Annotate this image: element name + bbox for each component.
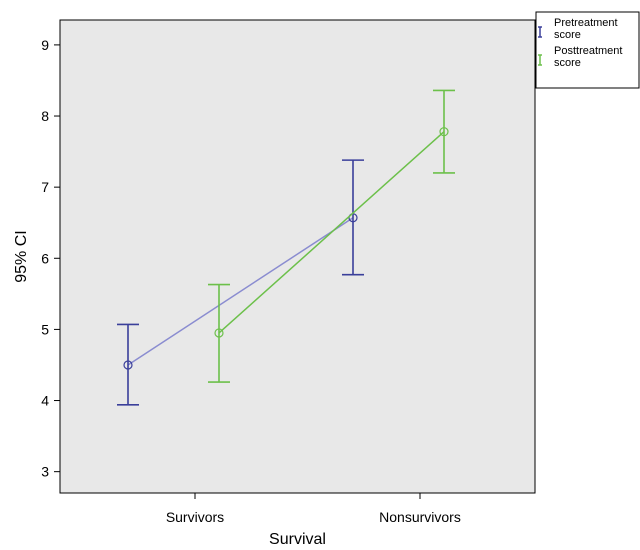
legend-label: Posttreatment score xyxy=(554,45,622,69)
x-axis-ticks: Survivors Nonsurvivors xyxy=(166,493,461,525)
series-line xyxy=(127,217,354,366)
y-tick-label: 4 xyxy=(41,393,49,409)
legend-box xyxy=(535,11,640,89)
series-line xyxy=(218,131,445,334)
series-2 xyxy=(208,89,455,383)
mean-marker xyxy=(214,328,224,338)
y-tick-label: 3 xyxy=(41,464,49,480)
legend-label: Pretreatment score xyxy=(554,17,618,41)
y-tick-label: 5 xyxy=(41,321,49,337)
y-tick-label: 8 xyxy=(41,108,49,124)
y-tick-label: 6 xyxy=(41,250,49,266)
y-tick-label: 9 xyxy=(41,37,49,53)
x-tick-label: Survivors xyxy=(166,509,224,525)
mean-marker xyxy=(123,360,133,370)
legend: Pretreatment score Posttreatment score xyxy=(535,11,640,89)
series-layer xyxy=(117,89,455,406)
plot-area xyxy=(59,19,536,494)
x-tick-label: Nonsurvivors xyxy=(379,509,461,525)
series-1 xyxy=(117,159,364,406)
y-axis-title: 95% CI xyxy=(13,230,30,282)
y-tick-label: 7 xyxy=(41,179,49,195)
x-axis-title: Survival xyxy=(269,531,326,548)
mean-marker xyxy=(439,127,449,137)
y-axis-ticks: 3 4 5 6 7 8 9 xyxy=(41,37,60,480)
